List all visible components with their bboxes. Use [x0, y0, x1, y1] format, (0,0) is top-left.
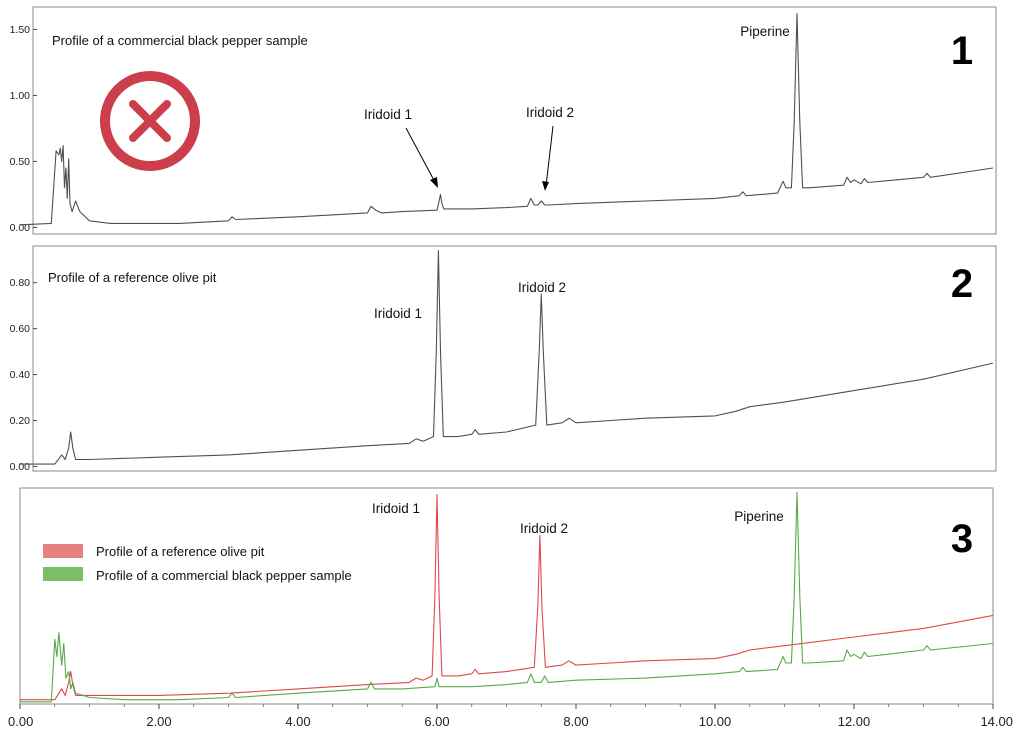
y-tick-label: 0.40 [10, 369, 31, 381]
panel-3-x-ticks: 0.00 2.00 4.00 6.00 8.00 10.00 12.00 14.00 [8, 704, 1013, 729]
y-tick-label: 1.50 [10, 24, 31, 36]
series-line-1 [19, 13, 994, 226]
panel-2-annotations: Iridoid 1 Iridoid 2 [374, 280, 566, 321]
series-line-1 [20, 493, 994, 701]
legend-swatch-olive-pit [43, 544, 83, 558]
x-tick-label: 4.00 [285, 714, 310, 729]
annotation-iridoid-1: Iridoid 1 [374, 306, 422, 321]
y-tick-label: 0.50 [10, 156, 31, 168]
x-tick-label: 12.00 [838, 714, 871, 729]
legend: Profile of a reference olive pit Profile… [43, 544, 352, 583]
panel-2: 0.00 0.20 0.40 0.60 0.80 Profile of a refere… [10, 245, 997, 473]
panel-1: 0.00 0.50 1.00 1.50 Profile of a commercial… [10, 6, 997, 235]
panel-3-series [20, 491, 994, 703]
annotation-piperine-1: Piperine [740, 24, 790, 39]
series-line-2 [20, 491, 994, 703]
annotation-iridoid-1: Iridoid 1 [364, 107, 412, 122]
x-tick-label: 2.00 [146, 714, 171, 729]
legend-swatch-black-pepper [43, 567, 83, 581]
panel-2-series [20, 250, 994, 465]
annotation-iridoid-1: Iridoid 1 [372, 501, 420, 516]
panel-3: 0.00 2.00 4.00 6.00 8.00 10.00 12.00 14.00 Prof… [8, 487, 1013, 729]
panel-number-2: 2 [951, 262, 973, 306]
panel-1-title: Profile of a commercial black pepper sam… [52, 33, 308, 48]
annotation-arrowhead-iridoid-2 [542, 181, 549, 191]
panel-3-annotations: Iridoid 1 Iridoid 2 Piperine [372, 501, 784, 536]
x-tick-label: 14.00 [980, 714, 1013, 729]
series-line-1 [20, 250, 994, 465]
annotation-arrow-iridoid-1 [405, 127, 437, 185]
legend-label-black-pepper: Profile of a commercial black pepper sam… [96, 568, 352, 583]
y-tick-label: 0.80 [10, 277, 31, 289]
annotation-iridoid-2: Iridoid 2 [518, 280, 566, 295]
x-tick-label: 8.00 [563, 714, 588, 729]
annotation-iridoid-2: Iridoid 2 [520, 521, 568, 536]
panel-2-title: Profile of a reference olive pit [48, 270, 217, 285]
red-circle-x-icon [100, 71, 200, 171]
annotation-arrow-iridoid-2 [545, 125, 554, 187]
panel-3-frame [19, 487, 994, 705]
panel-1-series [19, 13, 994, 226]
annotation-iridoid-2: Iridoid 2 [526, 105, 574, 120]
panel-number-1: 1 [951, 29, 973, 73]
x-tick-label: 0.00 [8, 714, 33, 729]
y-tick-label: 0.20 [10, 415, 31, 427]
annotation-piperine-3: Piperine [734, 509, 784, 524]
panel-2-frame [32, 245, 997, 472]
x-tick-label: 10.00 [699, 714, 732, 729]
y-tick-label: 0.00 [10, 222, 31, 234]
panel-1-annotations: Iridoid 1 Iridoid 2 Piperine [364, 24, 790, 191]
panel-number-3: 3 [951, 517, 973, 561]
y-tick-label: 1.00 [10, 90, 31, 102]
y-tick-label: 0.60 [10, 323, 31, 335]
legend-label-olive-pit: Profile of a reference olive pit [96, 544, 265, 559]
x-tick-label: 6.00 [424, 714, 449, 729]
y-tick-label: 0.00 [10, 461, 31, 473]
annotation-arrowhead-iridoid-1 [430, 177, 438, 188]
